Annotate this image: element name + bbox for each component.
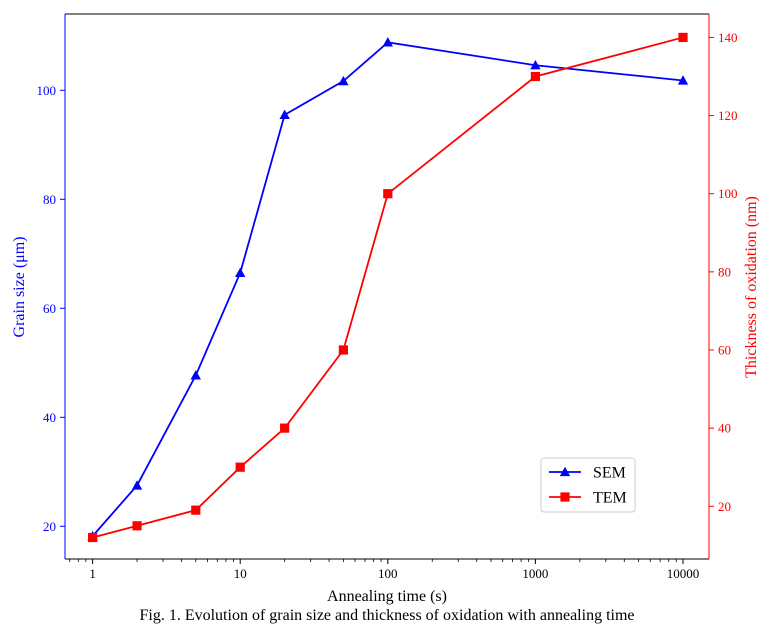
left-axis-title: Grain size (μm) <box>11 237 28 338</box>
x-tick-label: 1 <box>89 566 96 581</box>
tem-data-point <box>132 521 142 531</box>
right-tick-label: 80 <box>718 264 731 279</box>
x-tick-label: 1000 <box>522 566 548 581</box>
sem-data-point <box>677 75 689 85</box>
tem-data-point <box>530 71 541 82</box>
right-tick-label: 120 <box>718 108 738 123</box>
tem-data-point <box>678 32 688 43</box>
sem-data-point <box>530 60 541 70</box>
plot-area: 1 10 100 1000 10000 20 40 60 80 100 20 40 60 80 100 120… <box>37 13 738 581</box>
right-tick-label: 140 <box>718 30 738 45</box>
left-tick-label: 100 <box>37 83 57 98</box>
right-tick-label: 20 <box>718 499 731 514</box>
sem-data-point <box>131 480 143 490</box>
legend-sem-marker <box>559 466 571 477</box>
x-tick-label: 10000 <box>667 566 700 581</box>
x-axis-title: Annealing time (s) <box>327 588 447 605</box>
sem-data-point <box>190 370 201 380</box>
x-tick-label: 10 <box>234 566 247 581</box>
sem-data-point <box>279 109 290 119</box>
sem-data-point <box>382 37 394 47</box>
tem-data-point <box>280 423 290 433</box>
left-tick-label: 40 <box>43 410 56 425</box>
sem-data-point <box>338 75 349 86</box>
left-tick-label: 60 <box>43 301 56 316</box>
legend-sem-label: SEM <box>593 465 626 482</box>
right-axis-title: Thickness of oxidation (nm) <box>743 196 760 378</box>
left-tick-label: 80 <box>43 192 56 207</box>
legend-tem-marker <box>560 492 570 502</box>
tem-data-point <box>235 462 245 472</box>
tem-data-point <box>383 189 393 199</box>
tem-data-point <box>88 532 98 543</box>
left-tick-label: 20 <box>43 519 56 534</box>
legend-tem-label: TEM <box>593 490 627 507</box>
tem-data-point <box>338 345 348 355</box>
x-tick-label: 100 <box>378 566 398 581</box>
right-tick-label: 100 <box>718 186 738 201</box>
tem-data-point <box>191 505 201 515</box>
right-tick-label: 40 <box>718 421 731 436</box>
sem-data-point <box>235 267 246 278</box>
figure-caption: Fig. 1. Evolution of grain size and thic… <box>139 607 634 624</box>
right-tick-label: 60 <box>718 342 731 357</box>
